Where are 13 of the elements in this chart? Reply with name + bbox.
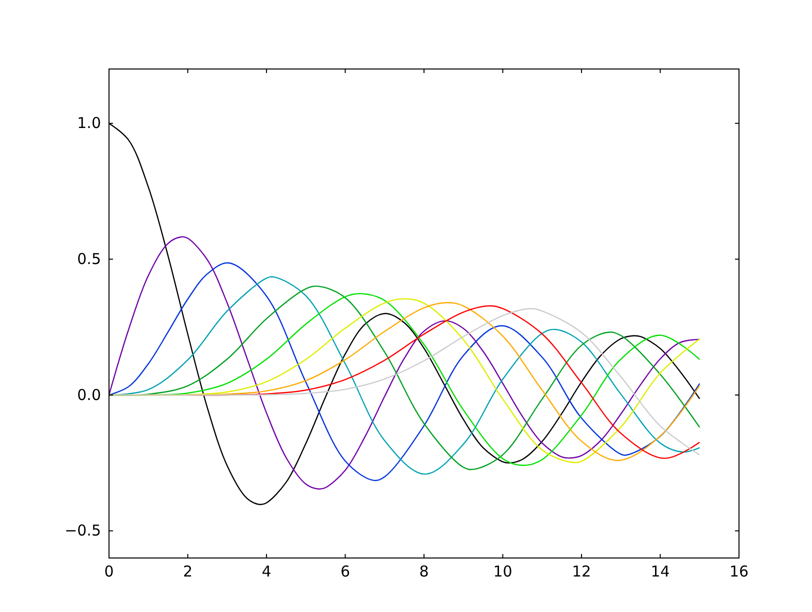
y-tick-label: −0.5 <box>64 522 101 540</box>
x-tick-label: 2 <box>182 562 193 581</box>
y-tick-label: 1.0 <box>77 114 101 132</box>
y-tick-label: 0.5 <box>77 250 101 268</box>
x-tick-label: 8 <box>419 562 429 581</box>
x-tick-label: 10 <box>493 562 512 581</box>
x-tick-label: 0 <box>104 562 114 581</box>
x-tick-label: 4 <box>262 562 272 581</box>
x-tick-label: 16 <box>729 562 749 581</box>
x-tick-label: 12 <box>572 562 592 581</box>
x-tick-label: 6 <box>340 562 350 581</box>
x-tick-label: 14 <box>650 562 670 581</box>
y-tick-label: 0.0 <box>77 386 101 404</box>
